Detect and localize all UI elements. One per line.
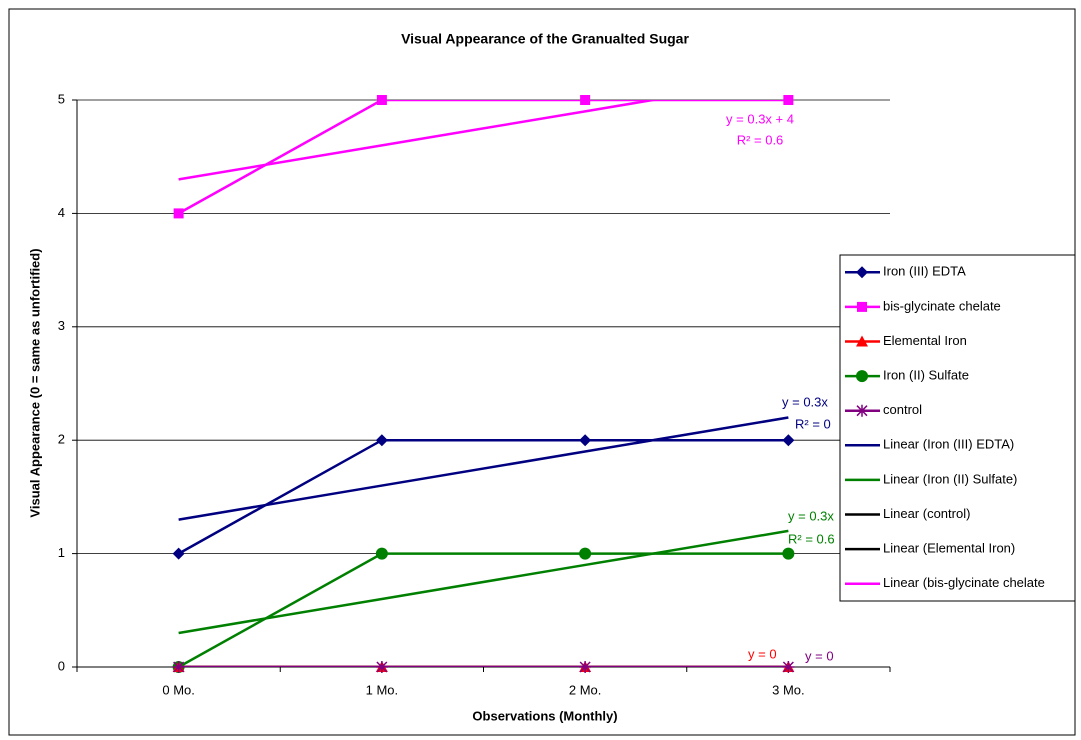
marker <box>856 404 868 417</box>
legend-label: Iron (II) Sulfate <box>883 368 969 383</box>
legend-label: control <box>883 402 922 417</box>
marker <box>579 434 592 447</box>
legend-label: Linear (bis-glycinate chelate <box>883 575 1045 590</box>
x-tick-label: 3 Mo. <box>772 682 805 697</box>
marker <box>782 547 795 560</box>
marker <box>375 547 388 560</box>
marker <box>580 95 591 105</box>
marker <box>783 95 794 105</box>
marker <box>173 208 184 219</box>
x-axis-title: Observations (Monthly) <box>472 708 617 723</box>
marker <box>375 434 388 447</box>
legend-label: Linear (Elemental Iron) <box>883 541 1015 556</box>
y-tick-label: 2 <box>58 432 65 447</box>
marker <box>579 661 592 673</box>
marker <box>857 301 867 312</box>
trendline-equation: y = 0.3x <box>782 394 828 409</box>
marker <box>172 661 185 673</box>
x-tick-label: 2 Mo. <box>569 682 602 697</box>
marker <box>856 335 868 347</box>
legend-label: Linear (Iron (II) Sulfate) <box>883 471 1017 486</box>
marker <box>376 95 387 105</box>
trendline-equation: y = 0.3x + 4 <box>726 111 794 126</box>
marker <box>375 661 388 673</box>
trendline-equation: R² = 0.6 <box>737 132 784 147</box>
legend-box <box>839 254 1076 602</box>
trendline-equation: R² = 0.6 <box>788 531 835 546</box>
marker <box>172 547 185 560</box>
trendline-equation: y = 0 <box>748 646 777 661</box>
legend-label: Iron (III) EDTA <box>883 264 966 279</box>
series-line <box>178 438 789 555</box>
trendline-equation: R² = 0 <box>795 416 831 431</box>
trendline <box>178 416 789 521</box>
marker <box>782 661 795 673</box>
marker <box>856 370 868 383</box>
legend-label: Elemental Iron <box>883 333 967 348</box>
x-tick-label: 0 Mo. <box>162 682 195 697</box>
marker <box>856 266 868 279</box>
series-line <box>178 100 789 215</box>
trendline-equation: y = 0 <box>805 648 834 663</box>
y-tick-label: 5 <box>58 91 65 106</box>
legend-label: Linear (Iron (III) EDTA) <box>883 437 1014 452</box>
trendline <box>178 100 661 181</box>
y-tick-label: 0 <box>58 658 65 673</box>
y-axis-title: Visual Appearance (0 = same as unfortifi… <box>27 248 42 517</box>
x-tick-label: 1 Mo. <box>366 682 399 697</box>
series-line <box>178 552 789 667</box>
chart-title: Visual Appearance of the Granualted Suga… <box>401 31 689 47</box>
marker <box>782 434 795 447</box>
trendline-equation: y = 0.3x <box>788 508 834 523</box>
legend-label: Linear (control) <box>883 506 970 521</box>
legend-label: bis-glycinate chelate <box>883 298 1001 313</box>
y-tick-label: 4 <box>58 205 65 220</box>
y-tick-label: 3 <box>58 318 65 333</box>
marker <box>579 547 592 560</box>
y-tick-label: 1 <box>58 545 65 560</box>
trendline <box>178 529 789 635</box>
